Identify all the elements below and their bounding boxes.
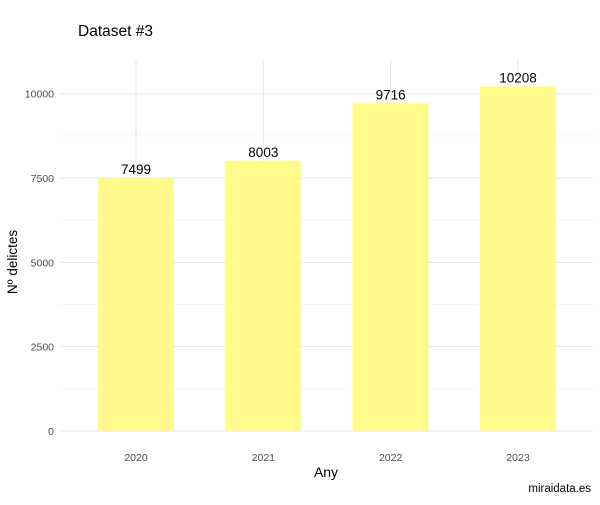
x-axis-title: Any [314, 464, 338, 480]
x-tick-label-2023: 2023 [506, 452, 530, 464]
caption: miraidata.es [528, 483, 591, 495]
data-label-2022: 9716 [376, 87, 406, 102]
y-axis-title: Nº delictes [5, 230, 20, 294]
y-tick-label: 0 [48, 426, 54, 438]
y-axis: 0 2500 5000 7500 10000 [25, 89, 54, 438]
bar-2022 [352, 103, 429, 431]
y-tick-label: 10000 [25, 89, 54, 101]
x-tick-label-2022: 2022 [379, 452, 403, 464]
bar-2021 [225, 161, 302, 432]
x-tick-label-2021: 2021 [252, 452, 276, 464]
data-label-2023: 10208 [499, 71, 537, 86]
bar-2020 [98, 178, 174, 431]
bar-2023 [479, 86, 556, 431]
data-label-2021: 8003 [248, 145, 278, 160]
data-label-2020: 7499 [121, 162, 151, 177]
y-tick-label: 7500 [31, 173, 55, 185]
x-axis: 2020 2021 2022 2023 [124, 452, 530, 464]
y-tick-label: 5000 [31, 257, 55, 269]
y-tick-label: 2500 [31, 342, 55, 354]
data-labels: 7499 8003 9716 10208 [121, 71, 537, 177]
chart-title: Dataset #3 [78, 23, 153, 40]
x-tick-label-2020: 2020 [124, 452, 148, 464]
bars [98, 86, 556, 432]
